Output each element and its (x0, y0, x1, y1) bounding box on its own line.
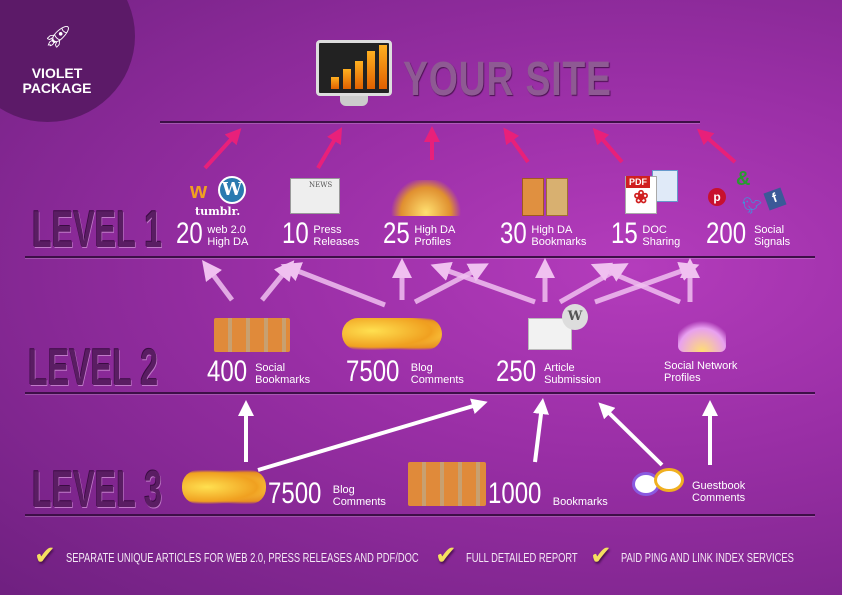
item-label: Guestbook Comments (692, 480, 746, 504)
site-divider (160, 121, 700, 123)
badge-line2: PACKAGE (22, 80, 92, 96)
monitor-stand (340, 96, 368, 106)
level-2-label: LEVEL 2 (28, 339, 159, 397)
level2-item-blog-comments: 7500 Blog Comments (346, 355, 464, 388)
level-3-line (25, 514, 815, 516)
arrow-l2-2 (260, 260, 295, 302)
arrow-press (316, 127, 343, 170)
arrow-l2-3 (280, 262, 386, 308)
google-plus-icon: & (736, 168, 751, 190)
check-icon: ✔ (34, 540, 56, 570)
level3-item-guestbook: Guestbook Comments (690, 480, 745, 504)
item-label: Blog Comments (410, 362, 464, 386)
arrow-web2 (203, 128, 242, 170)
check-icon: ✔ (590, 540, 612, 570)
arrow-l2-10 (590, 262, 681, 305)
monitor-chart-icon (316, 40, 392, 96)
count: 7500 (346, 355, 400, 388)
count: 400 (207, 355, 248, 388)
package-name: VIOLET PACKAGE (14, 66, 100, 96)
level2-item-article: 250 Article Submission (496, 355, 601, 388)
level-3-label: LEVEL 3 (32, 461, 163, 519)
book-icon (546, 178, 568, 216)
arrow-bookmarks (503, 127, 530, 164)
item-label: Social Network Profiles (664, 360, 738, 384)
count: 15 (611, 217, 638, 250)
feature-report: FULL DETAILED REPORT (466, 550, 578, 565)
count: 7500 (268, 477, 322, 510)
arrow-social (696, 128, 737, 164)
item-label: Press Releases (313, 224, 360, 248)
item-label: High DA Bookmarks (531, 224, 587, 248)
arrow-l3-4 (598, 402, 664, 467)
level2-item-social-network: Social Network Profiles (662, 360, 737, 384)
count: 200 (706, 217, 747, 250)
pdf-label: PDF (626, 176, 650, 188)
people-icon (678, 316, 726, 352)
wikipedia-icon: W (562, 304, 588, 330)
level-2-line (25, 392, 815, 394)
rocket-icon: 🚀︎ (44, 24, 72, 49)
level-1-line (25, 256, 815, 258)
level1-item-web2: 20 web 2.0 High DA (176, 217, 249, 250)
arrow-doc (592, 127, 624, 164)
count: 10 (282, 217, 309, 250)
site-title: YOUR SITE (403, 53, 612, 106)
wordpress-icon: W (218, 176, 246, 204)
item-label: Article Submission (544, 362, 601, 386)
speech-bubbles-icon (342, 318, 442, 350)
arrow-l3-3 (533, 398, 549, 463)
level-1-label: LEVEL 1 (32, 201, 163, 259)
bookmark-icons (214, 318, 290, 352)
count: 25 (383, 217, 410, 250)
bookmark-icons (408, 462, 486, 506)
item-label: High DA Profiles (414, 224, 456, 248)
level1-item-press: 10 Press Releases (282, 217, 360, 250)
badge-line1: VIOLET (31, 65, 83, 81)
tumblr-icon: tumblr. (195, 205, 241, 218)
item-label: Social Signals (754, 224, 791, 248)
count: 20 (176, 217, 203, 250)
level1-item-bookmarks: 30 High DA Bookmarks (500, 217, 587, 250)
weebly-icon: w (190, 178, 208, 203)
count: 250 (496, 355, 537, 388)
item-label: web 2.0 High DA (207, 224, 249, 248)
arrow-l2-1 (202, 260, 234, 302)
speech-bubbles-icon (182, 470, 266, 504)
count: 1000 (488, 477, 542, 510)
level2-item-social-bookmarks: 400 Social Bookmarks (207, 355, 311, 388)
arrow-l3-2 (257, 398, 488, 472)
arrow-l2-6 (430, 261, 536, 305)
item-label: Bookmarks (552, 496, 608, 508)
arrow-l2-5 (413, 263, 489, 305)
level1-item-doc: 15 DOC Sharing (611, 217, 681, 250)
people-icon (388, 180, 464, 216)
item-label: Social Bookmarks (255, 362, 311, 386)
level3-item-blog-comments: 7500 Blog Comments (268, 477, 386, 510)
check-icon: ✔ (435, 540, 457, 570)
count: 30 (500, 217, 527, 250)
book-icon (522, 178, 544, 216)
pinterest-icon: p (708, 188, 726, 206)
feature-articles: SEPARATE UNIQUE ARTICLES FOR WEB 2.0, PR… (66, 550, 419, 565)
chat-bubble-icon (654, 468, 684, 492)
level1-item-social: 200 Social Signals (706, 217, 791, 250)
feature-ping-index: PAID PING AND LINK INDEX SERVICES (621, 550, 794, 565)
level3-item-bookmarks: 1000 Bookmarks (488, 477, 608, 510)
twitter-icon: 🐦︎ (742, 198, 763, 215)
level1-item-profiles: 25 High DA Profiles (383, 217, 456, 250)
pdf-icon: PDF ❀ (625, 176, 657, 214)
item-label: DOC Sharing (642, 224, 681, 248)
newspaper-icon: NEWS (290, 178, 340, 214)
item-label: Blog Comments (332, 484, 386, 508)
